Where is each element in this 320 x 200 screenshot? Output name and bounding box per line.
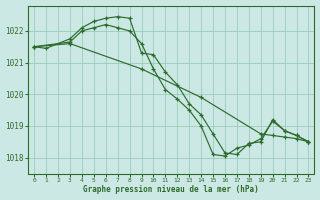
X-axis label: Graphe pression niveau de la mer (hPa): Graphe pression niveau de la mer (hPa): [84, 185, 259, 194]
